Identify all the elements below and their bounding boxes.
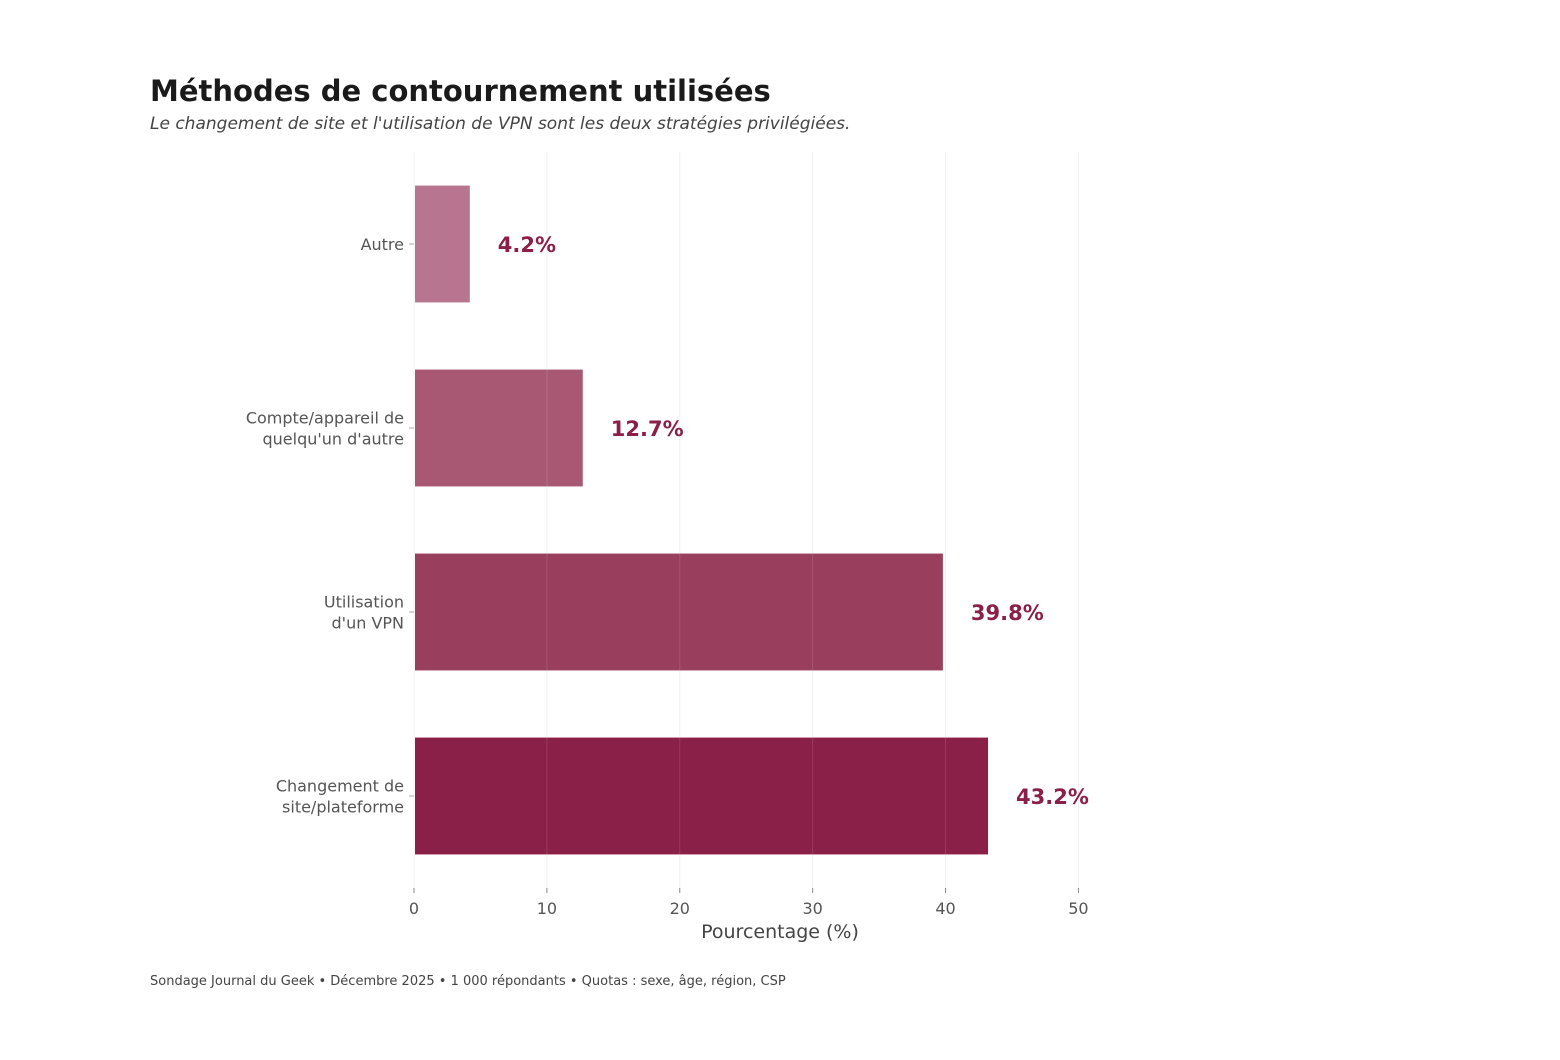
x-axis: 0 10 20 30 40 50 <box>409 888 1089 918</box>
bar <box>415 737 989 855</box>
category-label: Autre <box>361 235 404 254</box>
value-label: 12.7% <box>611 417 684 441</box>
category-label: Compte/appareil de quelqu'un d'autre <box>246 409 404 449</box>
category-label: Utilisation d'un VPN <box>324 593 404 633</box>
grid-lines-overlay <box>413 152 1079 888</box>
x-tick-label: 50 <box>1068 899 1088 918</box>
chart-title: Méthodes de contournement utilisées <box>150 74 771 108</box>
bar <box>415 553 943 671</box>
value-label: 4.2% <box>498 233 556 257</box>
x-tick-label: 20 <box>670 899 690 918</box>
x-axis-label: Pourcentage (%) <box>701 921 859 943</box>
x-tick-label: 40 <box>935 899 955 918</box>
value-label: 39.8% <box>971 601 1044 625</box>
bar <box>415 369 583 487</box>
source-note: Sondage Journal du Geek • Décembre 2025 … <box>150 974 786 989</box>
value-label: 43.2% <box>1016 785 1089 809</box>
x-tick-label: 30 <box>802 899 822 918</box>
x-tick-label: 10 <box>537 899 557 918</box>
category-label: Changement de site/plateforme <box>276 777 404 817</box>
value-labels: 4.2% 12.7% 39.8% 43.2% <box>498 233 1089 809</box>
bar <box>415 185 470 303</box>
y-axis: Autre Compte/appareil de quelqu'un d'autre… <box>246 235 414 817</box>
bars <box>415 185 989 855</box>
chart-subtitle: Le changement de site et l'utilisation d… <box>150 114 851 134</box>
x-tick-label: 0 <box>409 899 419 918</box>
